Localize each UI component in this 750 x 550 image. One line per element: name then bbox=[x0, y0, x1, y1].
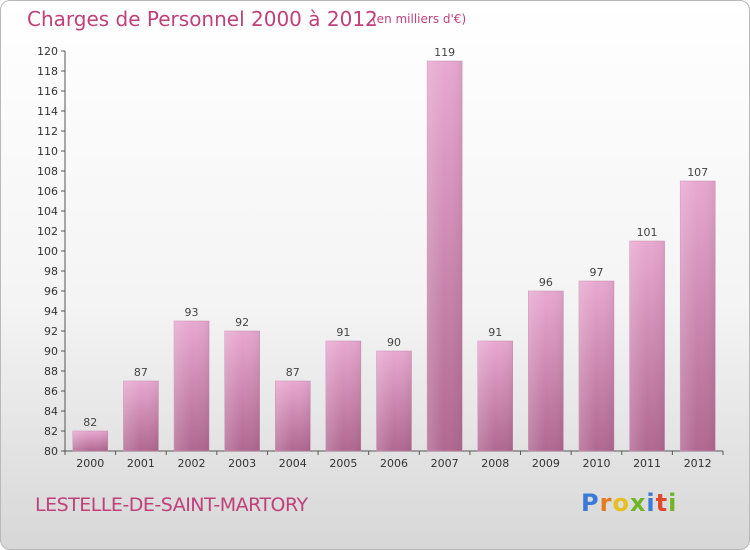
x-tick-label: 2008 bbox=[481, 457, 509, 470]
y-tick-label: 100 bbox=[37, 245, 58, 258]
bar-shine bbox=[224, 331, 260, 451]
y-tick-label: 116 bbox=[37, 85, 58, 98]
x-tick-label: 2005 bbox=[329, 457, 357, 470]
y-tick-label: 110 bbox=[37, 145, 58, 158]
data-label: 92 bbox=[235, 316, 249, 329]
bar-shine bbox=[629, 241, 665, 451]
data-label: 107 bbox=[687, 166, 708, 179]
proxiti-logo[interactable]: Proxiti bbox=[581, 489, 677, 517]
y-tick-label: 120 bbox=[37, 45, 58, 58]
chart-title: Charges de Personnel 2000 à 2012 bbox=[27, 7, 378, 31]
bar-shine bbox=[680, 181, 716, 451]
data-label: 93 bbox=[185, 306, 199, 319]
chart-subtitle: (en milliers d'€) bbox=[372, 12, 467, 26]
bars bbox=[72, 60, 716, 452]
bar-shine bbox=[477, 341, 513, 451]
x-tick-label: 2009 bbox=[532, 457, 560, 470]
y-tick-label: 88 bbox=[44, 365, 58, 378]
y-tick-label: 90 bbox=[44, 345, 58, 358]
bar-shine bbox=[123, 381, 159, 451]
data-label: 91 bbox=[488, 326, 502, 339]
data-label: 119 bbox=[434, 46, 455, 59]
x-tick-label: 2003 bbox=[228, 457, 256, 470]
data-label: 97 bbox=[589, 266, 603, 279]
y-tick-label: 96 bbox=[44, 285, 58, 298]
y-tick-label: 114 bbox=[37, 105, 58, 118]
y-tick-label: 104 bbox=[37, 205, 58, 218]
y-tick-label: 94 bbox=[44, 305, 58, 318]
data-labels: 82 87 93 92 87 91 90 119 91 96 97 101 107 bbox=[83, 46, 708, 429]
bar-shine bbox=[578, 281, 614, 451]
logo-letter: P bbox=[581, 489, 600, 517]
y-tick-label: 102 bbox=[37, 225, 58, 238]
data-label: 90 bbox=[387, 336, 401, 349]
data-label: 82 bbox=[83, 416, 97, 429]
data-label: 96 bbox=[539, 276, 553, 289]
x-tick-label: 2011 bbox=[633, 457, 661, 470]
y-tick-label: 108 bbox=[37, 165, 58, 178]
bar-shine bbox=[275, 381, 311, 451]
bar-shine bbox=[528, 291, 564, 451]
logo-letter: i bbox=[646, 489, 656, 517]
y-tick-label: 80 bbox=[44, 445, 58, 458]
y-tick-label: 82 bbox=[44, 425, 58, 438]
data-label: 101 bbox=[637, 226, 658, 239]
bar-shine bbox=[174, 321, 210, 451]
y-tick-label: 106 bbox=[37, 185, 58, 198]
x-tick-label: 2002 bbox=[178, 457, 206, 470]
x-tick-label: 2001 bbox=[127, 457, 155, 470]
logo-letter: x bbox=[629, 489, 647, 517]
data-label: 87 bbox=[286, 366, 300, 379]
logo-letter: i bbox=[668, 489, 678, 517]
y-tick-label: 86 bbox=[44, 385, 58, 398]
x-tick-label: 2006 bbox=[380, 457, 408, 470]
axes: 80 82 84 86 88 90 92 94 96 98 100 102 104 106 108 110 11… bbox=[37, 45, 724, 470]
y-tick-label: 98 bbox=[44, 265, 58, 278]
x-tick-label: 2004 bbox=[279, 457, 307, 470]
logo-letter: r bbox=[599, 489, 613, 517]
bar-shine bbox=[325, 341, 361, 451]
logo-letter: o bbox=[612, 489, 630, 517]
y-tick-label: 118 bbox=[37, 65, 58, 78]
commune-name: LESTELLE-DE-SAINT-MARTORY bbox=[35, 494, 308, 516]
y-tick-label: 92 bbox=[44, 325, 58, 338]
bar-shine bbox=[427, 61, 463, 451]
logo-letter: t bbox=[655, 489, 669, 517]
x-tick-label: 2010 bbox=[582, 457, 610, 470]
bar-shine bbox=[376, 351, 412, 451]
data-label: 91 bbox=[336, 326, 350, 339]
y-tick-label: 112 bbox=[37, 125, 58, 138]
x-tick-label: 2012 bbox=[684, 457, 712, 470]
x-tick-label: 2007 bbox=[431, 457, 459, 470]
x-tick-label: 2000 bbox=[76, 457, 104, 470]
bar-shine bbox=[72, 431, 108, 451]
data-label: 87 bbox=[134, 366, 148, 379]
y-tick-label: 84 bbox=[44, 405, 58, 418]
